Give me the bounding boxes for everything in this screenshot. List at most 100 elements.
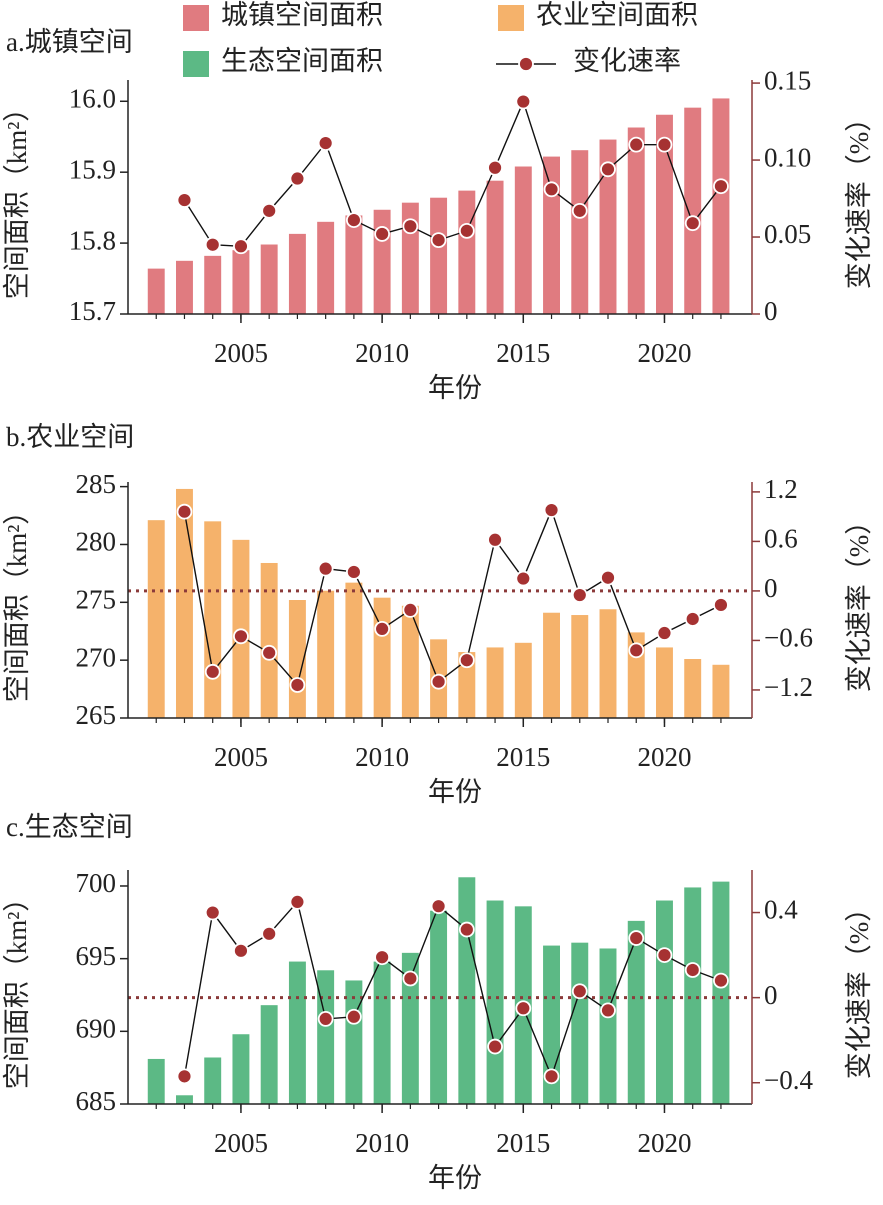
bar: [401, 605, 419, 718]
bar: [656, 647, 673, 718]
y-tick-label: 15.9: [69, 154, 116, 184]
bar: [288, 233, 306, 314]
y2-tick-label: 1.2: [764, 474, 798, 504]
y2-tick-label: 0.05: [764, 219, 811, 249]
rate-marker: [487, 531, 503, 548]
bar: [317, 590, 335, 718]
rate-marker: [345, 212, 362, 228]
rate-marker: [374, 620, 391, 637]
y2-tick-label: −1.2: [764, 672, 813, 702]
y-tick-label: 690: [76, 1014, 117, 1044]
bar: [458, 190, 476, 314]
bar: [684, 107, 702, 315]
rate-marker: [402, 218, 419, 235]
rate-marker: [176, 503, 193, 520]
bar: [571, 942, 589, 1104]
bar: [176, 1095, 193, 1104]
panel-title: c.生态空间: [6, 812, 133, 842]
y-axis-label: 空间面积（km²）: [2, 95, 32, 300]
rate-marker: [515, 93, 532, 110]
bar: [656, 900, 673, 1104]
rate-marker: [713, 972, 729, 989]
rate-marker: [261, 644, 278, 661]
rate-marker: [600, 569, 616, 586]
rate-marker: [713, 178, 729, 195]
y2-tick-label: −0.6: [764, 623, 813, 653]
bar: [486, 900, 504, 1104]
bar: [232, 250, 250, 314]
rate-marker: [628, 930, 645, 946]
bar: [543, 156, 560, 314]
y2-tick-label: 0.6: [764, 524, 798, 554]
rate-marker: [430, 673, 447, 690]
rate-marker: [458, 921, 475, 938]
bar: [345, 582, 363, 718]
bar: [232, 1034, 250, 1104]
x-tick-label: 2010: [355, 742, 409, 772]
rate-marker: [487, 159, 503, 176]
rate-marker: [430, 232, 447, 249]
rate-marker: [176, 1068, 193, 1085]
bar: [684, 659, 702, 718]
rate-marker: [458, 652, 475, 669]
y2-tick-label: 0: [764, 296, 778, 326]
rate-marker: [345, 1008, 362, 1025]
rate-marker: [204, 663, 221, 680]
rate-marker: [402, 602, 419, 618]
bar: [599, 948, 617, 1104]
x-tick-label: 2005: [214, 338, 268, 368]
bar: [543, 612, 560, 718]
x-tick-label: 2020: [637, 1128, 691, 1158]
bar: [430, 910, 448, 1104]
x-axis-label: 年份: [428, 777, 482, 807]
rate-marker: [289, 677, 306, 693]
y-tick-label: 695: [76, 941, 117, 971]
x-tick-label: 2015: [496, 1128, 550, 1158]
x-tick-label: 2015: [496, 338, 550, 368]
y2-tick-label: 0: [764, 980, 778, 1010]
bar: [514, 642, 532, 718]
rate-marker: [176, 192, 193, 208]
rate-marker: [233, 238, 249, 255]
rate-marker: [515, 1000, 532, 1017]
rate-marker: [289, 170, 306, 187]
rate-marker: [600, 1002, 616, 1019]
legend-marker: [518, 56, 534, 72]
bar: [571, 615, 589, 718]
bar: [401, 952, 419, 1104]
bar: [147, 1058, 165, 1104]
y2-axis-label: 变化速率（%）: [844, 895, 874, 1080]
bar: [345, 215, 363, 314]
x-axis-label: 年份: [428, 1163, 482, 1193]
legend-label: 生态空间面积: [221, 46, 383, 76]
bar: [486, 647, 504, 718]
y-tick-label: 275: [76, 585, 117, 615]
bar: [176, 260, 193, 314]
legend-label: 变化速率: [573, 46, 681, 76]
rate-marker: [684, 962, 701, 978]
bar: [260, 244, 278, 314]
x-axis-label: 年份: [428, 373, 482, 403]
rate-marker: [515, 570, 532, 587]
y2-tick-label: 0.10: [764, 142, 811, 172]
bar: [599, 139, 617, 314]
bar: [458, 877, 476, 1104]
rate-marker: [458, 222, 475, 239]
y-tick-label: 700: [76, 868, 117, 898]
bar: [204, 1057, 222, 1104]
bar: [712, 98, 730, 314]
bar: [684, 887, 702, 1104]
x-tick-label: 2005: [214, 1128, 268, 1158]
x-tick-label: 2015: [496, 742, 550, 772]
rate-marker: [233, 942, 249, 959]
x-tick-label: 2020: [637, 742, 691, 772]
y-axis-label: 空间面积（km²）: [2, 885, 32, 1090]
y2-tick-label: 0: [764, 573, 778, 603]
y-tick-label: 280: [76, 527, 117, 557]
rate-marker: [317, 135, 334, 152]
bar: [656, 114, 673, 314]
y-tick-label: 15.8: [69, 225, 116, 255]
y-tick-label: 265: [76, 700, 117, 730]
bar: [288, 961, 306, 1104]
bar: [458, 652, 476, 718]
